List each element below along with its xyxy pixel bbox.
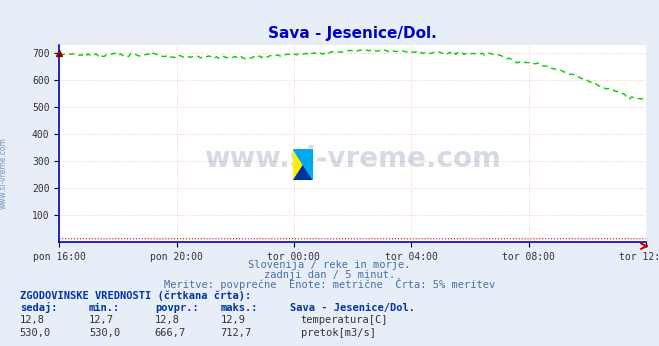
Text: Slovenija / reke in morje.: Slovenija / reke in morje. — [248, 260, 411, 270]
Text: 12,7: 12,7 — [89, 315, 114, 325]
Polygon shape — [293, 149, 313, 180]
Text: povpr.:: povpr.: — [155, 303, 198, 313]
Text: 12,8: 12,8 — [155, 315, 180, 325]
Text: 666,7: 666,7 — [155, 328, 186, 338]
Text: www.si-vreme.com: www.si-vreme.com — [204, 145, 501, 173]
Text: Sava - Jesenice/Dol.: Sava - Jesenice/Dol. — [290, 303, 415, 313]
Text: maks.:: maks.: — [221, 303, 258, 313]
Text: 530,0: 530,0 — [20, 328, 51, 338]
Text: 12,9: 12,9 — [221, 315, 246, 325]
Text: min.:: min.: — [89, 303, 120, 313]
Text: 530,0: 530,0 — [89, 328, 120, 338]
Polygon shape — [293, 149, 313, 180]
Text: pretok[m3/s]: pretok[m3/s] — [301, 328, 376, 338]
Text: Meritve: povprečne  Enote: metrične  Črta: 5% meritev: Meritve: povprečne Enote: metrične Črta:… — [164, 278, 495, 290]
Text: ZGODOVINSKE VREDNOSTI (črtkana črta):: ZGODOVINSKE VREDNOSTI (črtkana črta): — [20, 291, 251, 301]
Text: temperatura[C]: temperatura[C] — [301, 315, 388, 325]
Text: 12,8: 12,8 — [20, 315, 45, 325]
Title: Sava - Jesenice/Dol.: Sava - Jesenice/Dol. — [268, 26, 437, 41]
Text: sedaj:: sedaj: — [20, 302, 57, 313]
Polygon shape — [293, 149, 313, 180]
Text: www.si-vreme.com: www.si-vreme.com — [0, 137, 8, 209]
Text: zadnji dan / 5 minut.: zadnji dan / 5 minut. — [264, 270, 395, 280]
Text: 712,7: 712,7 — [221, 328, 252, 338]
